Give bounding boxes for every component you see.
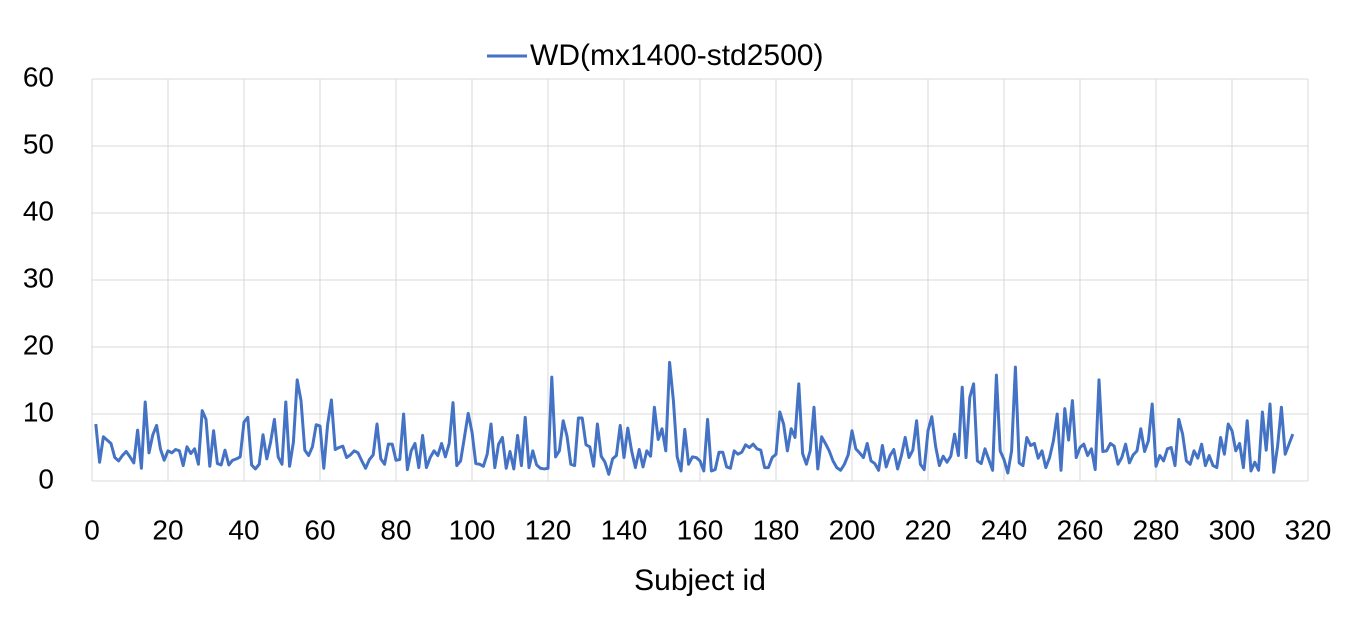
y-tick-label: 50 <box>23 128 54 159</box>
x-tick-label: 320 <box>1285 514 1332 545</box>
y-tick-label: 10 <box>23 396 54 427</box>
legend-label: WD(mx1400-std2500) <box>530 39 823 72</box>
x-tick-label: 120 <box>525 514 572 545</box>
x-tick-label: 40 <box>228 514 259 545</box>
data-line <box>94 360 1295 476</box>
y-tick-label: 0 <box>38 463 54 494</box>
y-tick-label: 60 <box>23 61 54 92</box>
x-tick-label: 160 <box>677 514 724 545</box>
x-tick-label: 0 <box>84 514 100 545</box>
y-tick-label: 20 <box>23 329 54 360</box>
x-tick-label: 20 <box>152 514 183 545</box>
x-tick-label: 200 <box>829 514 876 545</box>
x-tick-label: 60 <box>304 514 335 545</box>
x-tick-label: 240 <box>981 514 1028 545</box>
x-axis-title: Subject id <box>634 564 766 597</box>
x-tick-label: 220 <box>905 514 952 545</box>
x-tick-label: 140 <box>601 514 648 545</box>
x-tick-label: 280 <box>1133 514 1180 545</box>
y-tick-label: 30 <box>23 262 54 293</box>
y-tick-label: 40 <box>23 195 54 226</box>
x-tick-label: 300 <box>1209 514 1256 545</box>
x-tick-label: 80 <box>380 514 411 545</box>
x-tick-label: 260 <box>1057 514 1104 545</box>
x-tick-label: 180 <box>753 514 800 545</box>
x-tick-label: 100 <box>449 514 496 545</box>
